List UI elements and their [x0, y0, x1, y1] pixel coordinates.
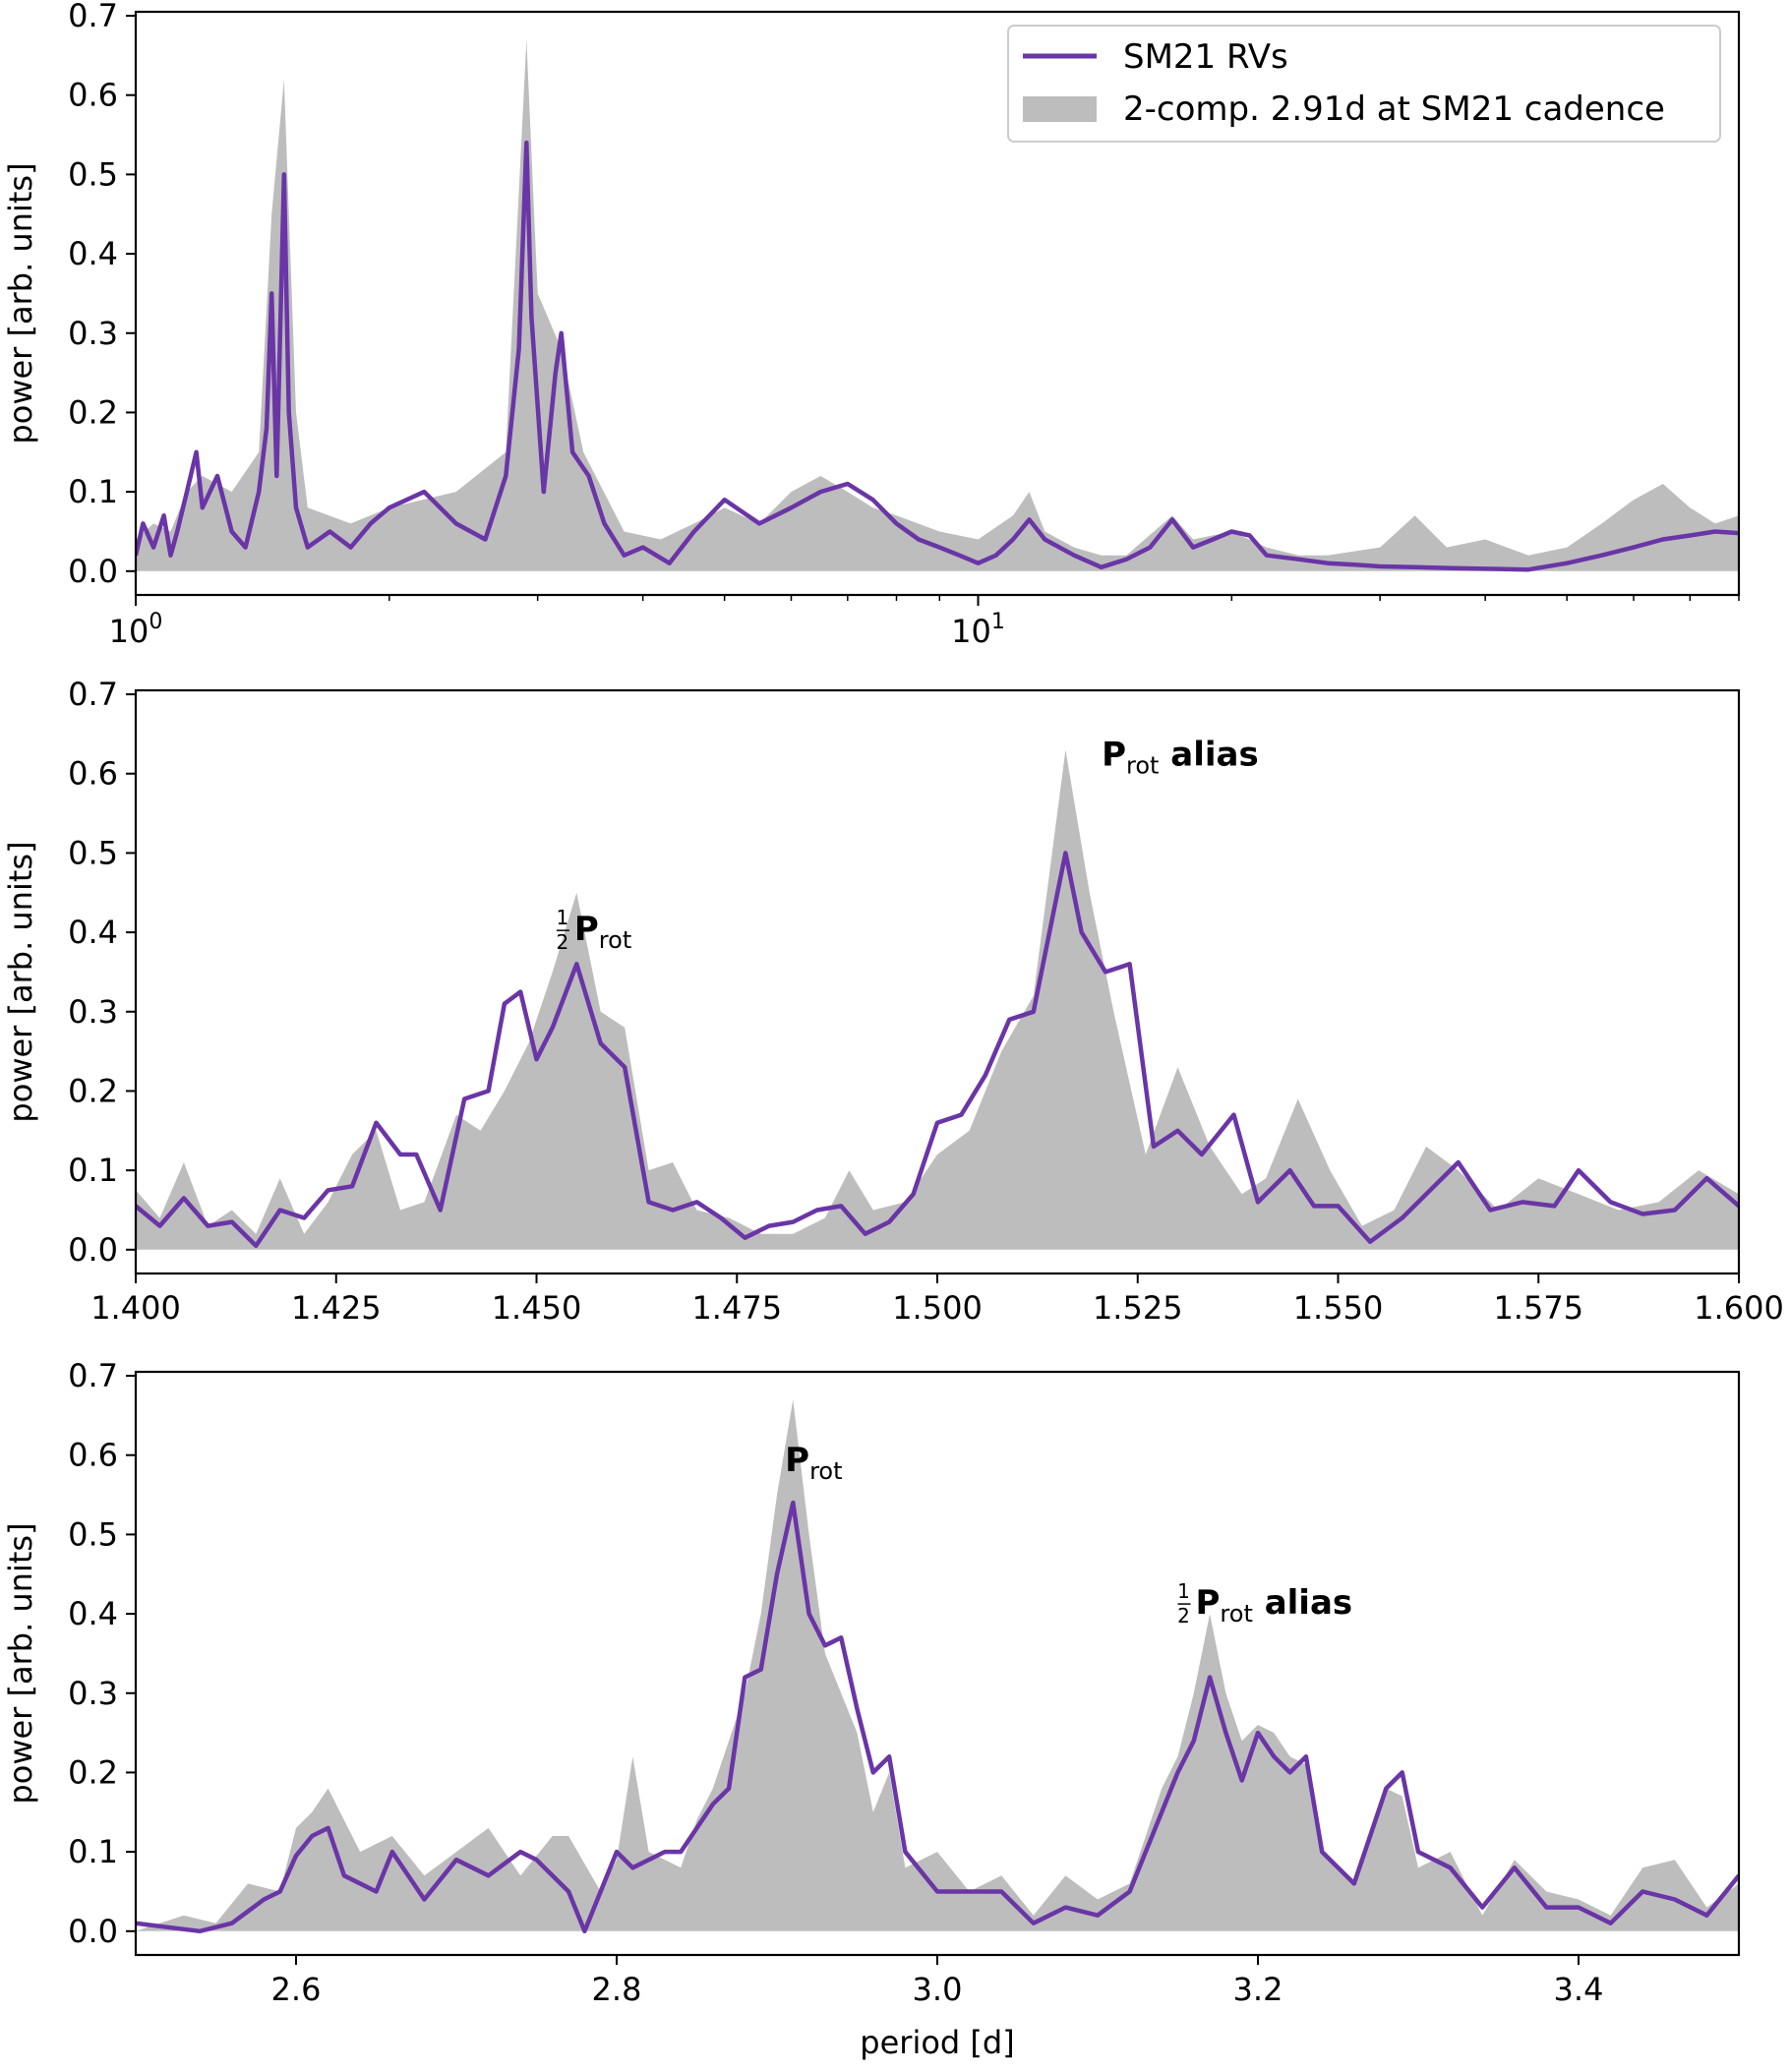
peak-annotation: 12 Prot alias [1177, 1579, 1352, 1628]
x-tick-label: 3.0 [913, 1971, 963, 2008]
annotation-label: Prot [574, 910, 631, 954]
annotation-fraction-numerator: 1 [1177, 1579, 1190, 1603]
y-tick-label: 0.3 [68, 1675, 118, 1712]
series-fill-panel1 [136, 749, 1739, 1250]
y-tick-label: 0.4 [68, 1595, 118, 1632]
y-tick-label: 0.1 [68, 1152, 118, 1189]
x-tick-label: 1.550 [1293, 1289, 1384, 1327]
y-tick-label: 0.7 [68, 1357, 118, 1394]
x-tick-label: 3.4 [1554, 1971, 1604, 2008]
y-tick-label: 0.2 [68, 393, 118, 431]
y-tick-label: 0.4 [68, 235, 118, 272]
x-tick-label: 3.2 [1233, 1971, 1283, 2008]
panel-zoom-half-prot: 0.0 0.1 0.2 0.3 0.4 0.5 0.6 0.7 1.400 1.425 1.450 1… [2, 676, 1784, 1327]
y-tick-label: 0.7 [68, 676, 118, 713]
annotation-label: Prot alias [1102, 736, 1259, 780]
series-line-panel2 [136, 1500, 1739, 1934]
legend: SM21 RVs 2-comp. 2.91d at SM21 cadence [1007, 25, 1721, 143]
panel-zoom-prot: 0.0 0.1 0.2 0.3 0.4 0.5 0.6 0.7 2.6 2.8 3.0 3.2 3.4 p… [2, 1357, 1741, 2061]
x-axis-label: period [d] [860, 2024, 1014, 2061]
legend-line-label: SM21 RVs [1123, 37, 1288, 77]
annotation-fraction-denominator: 2 [557, 930, 569, 954]
y-tick-label: 0.3 [68, 993, 118, 1031]
annotation-label: Prot alias [1196, 1583, 1353, 1628]
annotation-fraction-denominator: 2 [1177, 1604, 1190, 1628]
annotation-fraction-numerator: 1 [557, 906, 569, 929]
series-fill-panel0 [136, 39, 1739, 571]
x-tick-label: 1.450 [492, 1289, 582, 1327]
y-tick-label: 0.6 [68, 77, 118, 114]
peak-annotation: Prot [785, 1441, 842, 1485]
y-tick-label: 0.5 [68, 155, 118, 193]
y-tick-label: 0.7 [68, 0, 118, 34]
y-tick-label: 0.6 [68, 1437, 118, 1474]
legend-fill-swatch [1023, 96, 1097, 122]
x-tick-label: 2.6 [271, 1971, 322, 2008]
x-tick-label: 1.600 [1694, 1289, 1784, 1327]
x-tick-label: 100 [109, 610, 163, 650]
legend-frame [1007, 25, 1721, 143]
y-tick-label: 0.3 [68, 315, 118, 352]
y-tick-label: 0.5 [68, 1515, 118, 1553]
panel-full-periodogram: 0.0 0.1 0.2 0.3 0.4 0.5 0.6 0.7 100 101 power [arb… [2, 0, 1741, 650]
series-line-panel1 [136, 851, 1739, 1249]
x-tick-label: 1.425 [291, 1289, 382, 1327]
x-tick-label: 1.525 [1093, 1289, 1183, 1327]
y-tick-label: 0.4 [68, 914, 118, 951]
series-fill-panel2 [136, 1399, 1739, 1931]
legend-fill-label: 2-comp. 2.91d at SM21 cadence [1123, 89, 1665, 129]
series-line-panel0 [136, 140, 1739, 572]
annotation-label: Prot [785, 1441, 842, 1485]
y-tick-label: 0.0 [68, 1231, 118, 1269]
y-tick-label: 0.5 [68, 834, 118, 871]
x-tick-label: 1.400 [90, 1289, 181, 1327]
y-tick-label: 0.0 [68, 553, 118, 590]
x-tick-label: 101 [951, 610, 1005, 650]
peak-annotation: 12 Prot [557, 906, 632, 954]
x-tick-label: 1.475 [691, 1289, 782, 1327]
x-tick-label: 2.8 [592, 1971, 642, 2008]
y-tick-label: 0.2 [68, 1072, 118, 1109]
y-axis-label: power [arb. units] [2, 162, 39, 444]
peak-annotation: Prot alias [1102, 736, 1259, 780]
axes-frame [134, 10, 1741, 597]
y-tick-label: 0.1 [68, 1833, 118, 1870]
x-tick-label: 1.575 [1493, 1289, 1583, 1327]
y-tick-label: 0.2 [68, 1753, 118, 1791]
y-tick-label: 0.6 [68, 755, 118, 793]
x-tick-label: 1.500 [892, 1289, 983, 1327]
y-axis-label: power [arb. units] [2, 841, 39, 1122]
y-tick-label: 0.1 [68, 473, 118, 510]
y-axis-label: power [arb. units] [2, 1522, 39, 1804]
y-tick-label: 0.0 [68, 1913, 118, 1950]
